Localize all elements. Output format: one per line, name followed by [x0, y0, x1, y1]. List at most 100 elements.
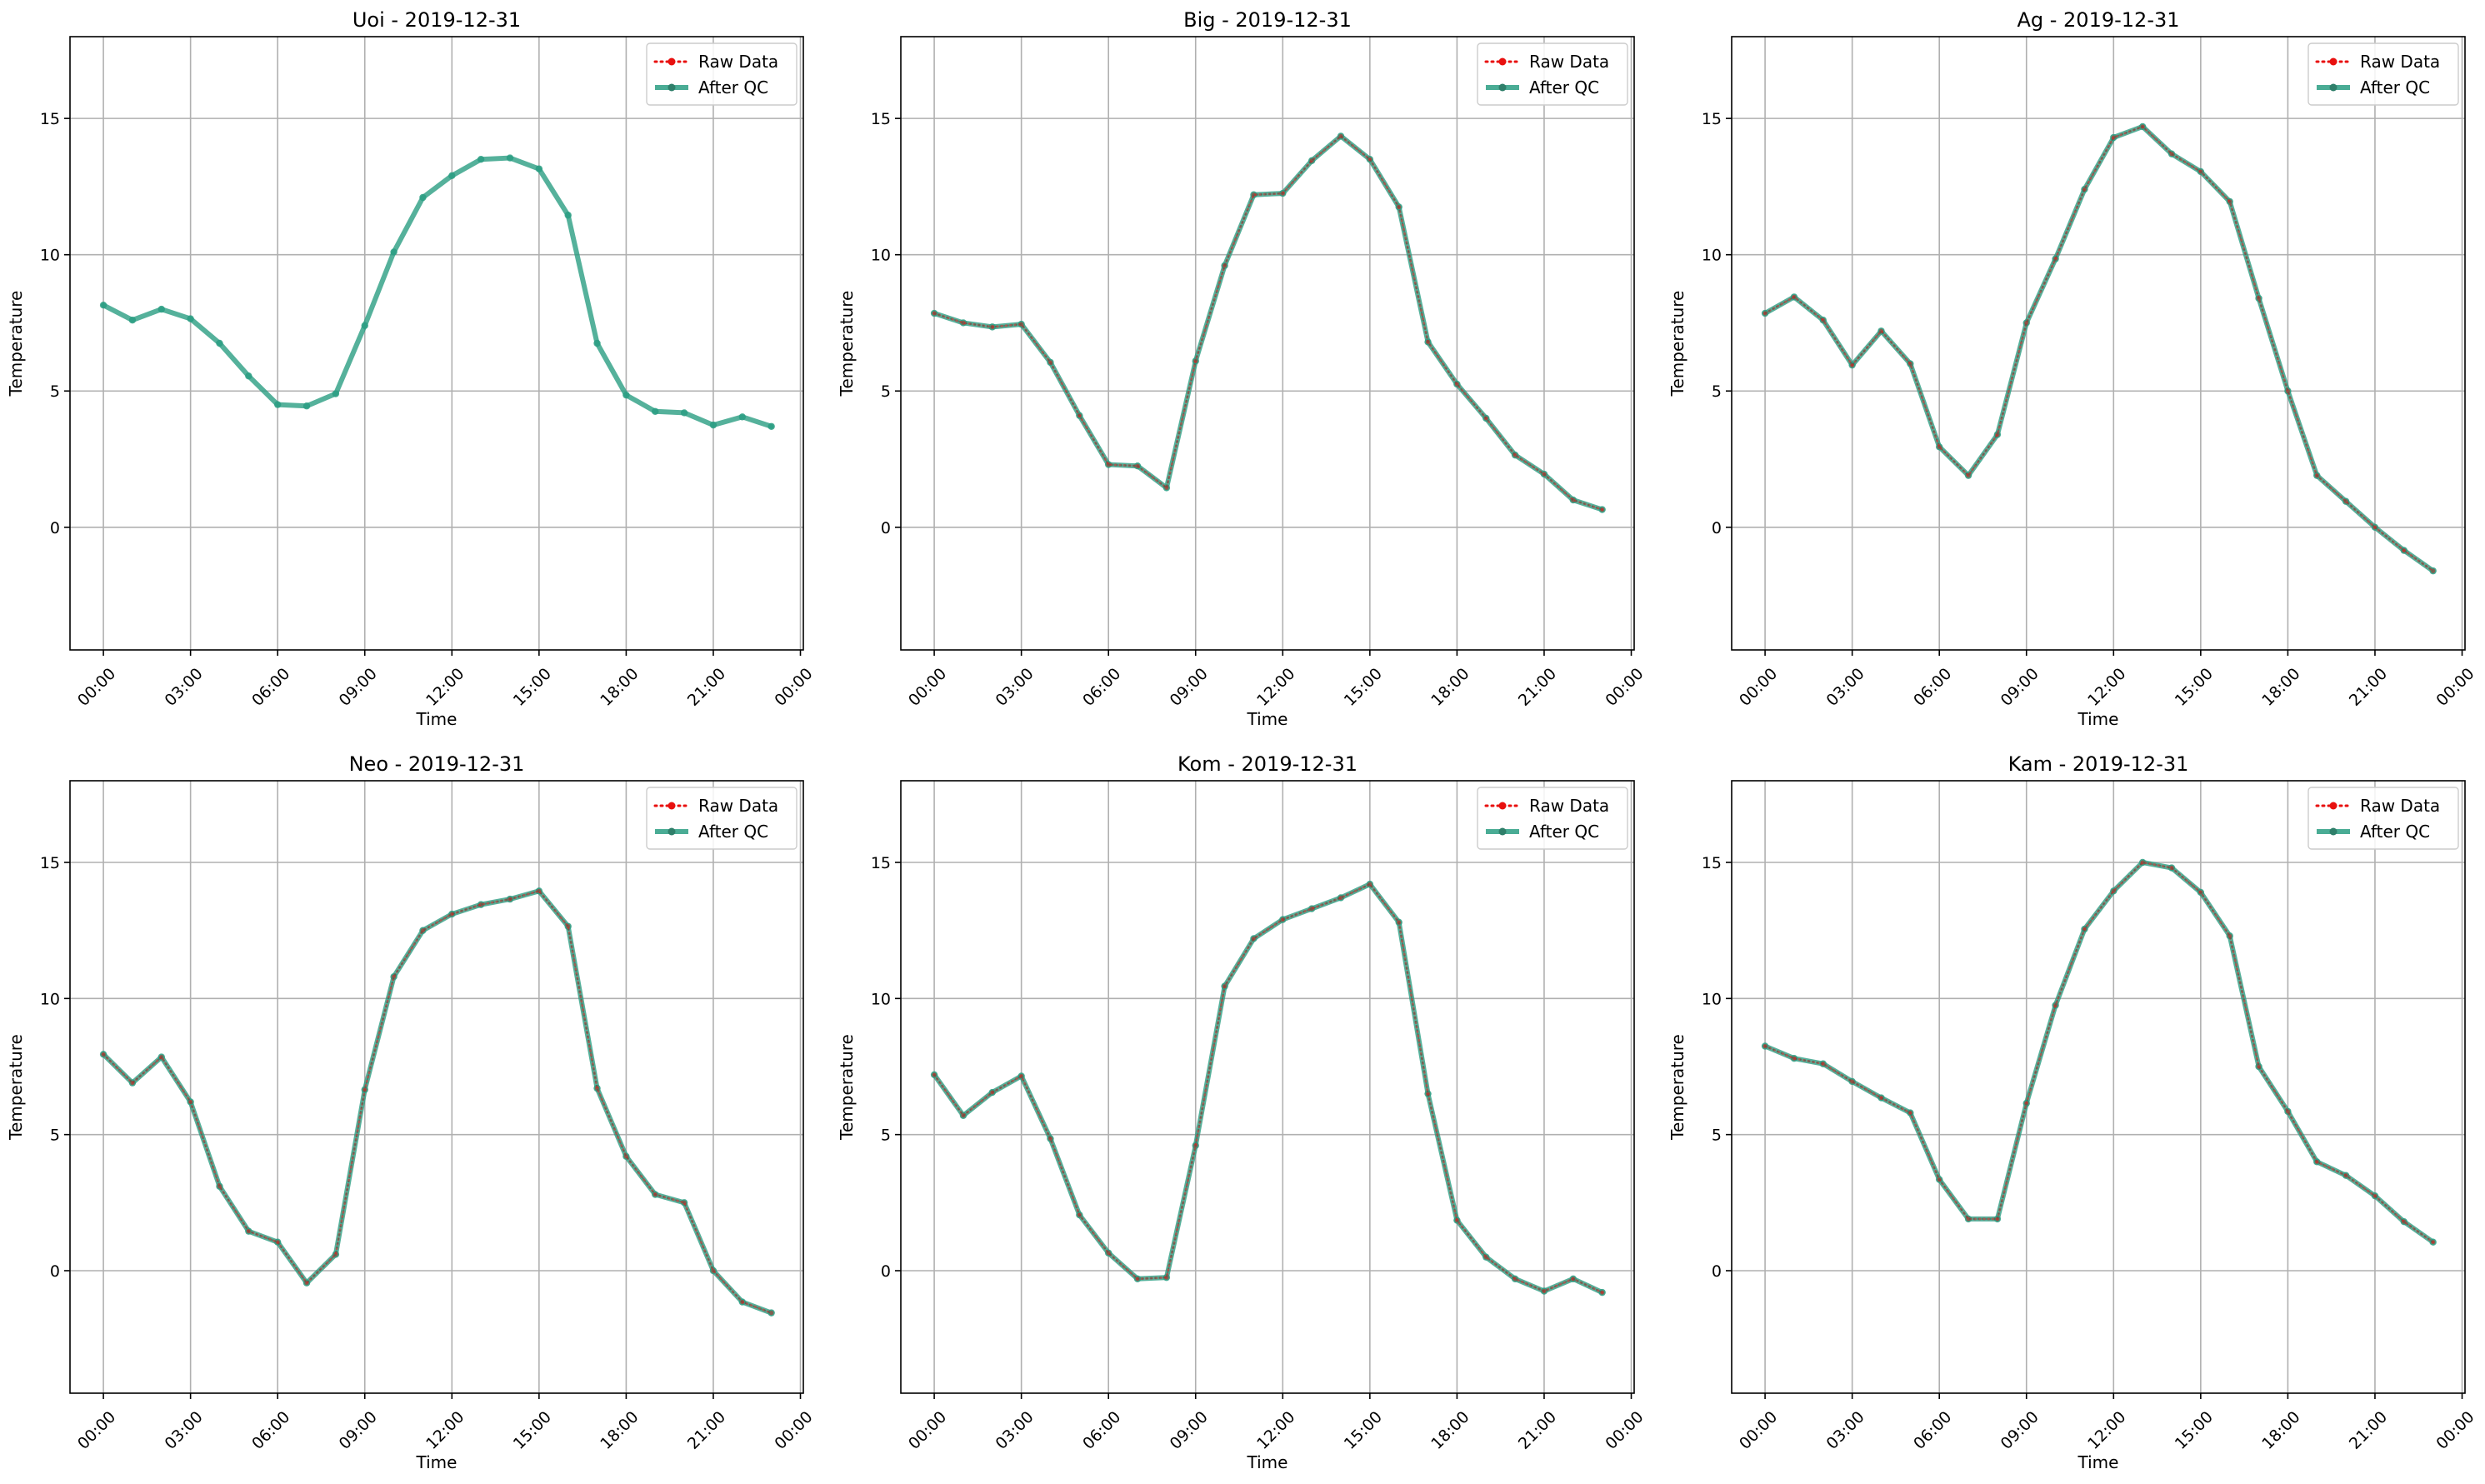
- x-tick-label: 03:00: [161, 1408, 206, 1453]
- legend-after-qc-marker: [668, 827, 676, 836]
- raw-data-points: [932, 133, 1605, 512]
- x-tick-label: 12:00: [422, 1408, 468, 1453]
- x-tick-label: 06:00: [248, 1408, 293, 1453]
- axes-frame: [69, 36, 804, 651]
- x-tick-label: 00:00: [1602, 1408, 1647, 1453]
- y-tick-label: 15: [871, 110, 891, 128]
- after-qc-point: [506, 154, 514, 162]
- after-qc-point: [564, 212, 572, 219]
- series-line-raw-data: [1763, 125, 2435, 572]
- overlap-shading: [933, 882, 1603, 1294]
- x-tick-label: 15:00: [510, 1408, 555, 1453]
- x-tick-label: 00:00: [1602, 665, 1647, 710]
- legend-raw-data-marker: [1498, 57, 1507, 66]
- legend-after-qc-label: After QC: [698, 822, 768, 842]
- legend: Raw Data After QC: [2308, 42, 2459, 106]
- after-qc-points: [99, 887, 775, 1317]
- x-tick-label: 00:00: [74, 1408, 119, 1453]
- x-tick-label: 15:00: [1341, 1408, 1386, 1453]
- x-tick-label: 21:00: [1515, 665, 1560, 710]
- y-tick-label: 0: [1712, 1262, 1722, 1281]
- raw-data-points: [1762, 860, 2436, 1245]
- x-tick-label: 18:00: [2258, 665, 2303, 710]
- x-tick-label: 00:00: [2432, 1408, 2478, 1453]
- series-line-raw-data: [1763, 861, 2435, 1244]
- raw-data-point: [2140, 860, 2145, 865]
- x-tick-label: 09:00: [1167, 665, 1212, 710]
- y-axis-label: Temperature: [837, 291, 857, 397]
- axes-frame: [900, 780, 1635, 1394]
- series-line-after-qc: [932, 882, 1605, 1296]
- legend-raw-data-marker: [668, 802, 676, 810]
- legend-after-qc-label: After QC: [2360, 77, 2430, 97]
- y-tick-label: 10: [1702, 990, 1722, 1008]
- x-tick-label: 00:00: [2432, 665, 2478, 710]
- y-tick-label: 5: [50, 1127, 60, 1145]
- chart-title: Neo - 2019-12-31: [349, 752, 525, 776]
- x-tick-label: 09:00: [1998, 665, 2042, 710]
- after-qc-point: [652, 407, 659, 415]
- chart-title: Big - 2019-12-31: [1183, 8, 1352, 32]
- subplot-6: 00:00 03:00 06:00 09:00 12:00 15:00 18:00 21:00…: [1668, 752, 2478, 1472]
- after-qc-point: [680, 409, 688, 417]
- subplot-2: 00:00 03:00 06:00 09:00 12:00 15:00 18:00 21:00…: [837, 8, 1648, 729]
- chart-title: Uoi - 2019-12-31: [352, 8, 521, 32]
- series-line-after-qc: [101, 155, 774, 429]
- x-tick-label: 15:00: [1341, 665, 1386, 710]
- legend-raw-data-label: Raw Data: [1529, 796, 1609, 816]
- legend-raw-data-label: Raw Data: [698, 52, 778, 72]
- x-tick-label: 18:00: [597, 1408, 642, 1453]
- y-tick-label: 10: [40, 990, 60, 1008]
- x-tick-label: 06:00: [1910, 665, 1955, 710]
- legend: Raw Data After QC: [646, 787, 798, 850]
- after-qc-point: [332, 390, 340, 397]
- chart-title: Kam - 2019-12-31: [2008, 752, 2189, 776]
- series-line-after-qc: [932, 133, 1605, 512]
- after-qc-point: [709, 421, 718, 429]
- x-tick-label: 21:00: [684, 665, 729, 710]
- legend-raw-data-marker: [1498, 802, 1507, 810]
- raw-data-point: [1792, 294, 1797, 299]
- x-tick-label: 06:00: [1079, 1408, 1124, 1453]
- legend: Raw Data After QC: [2308, 787, 2459, 850]
- x-axis-label: Time: [416, 1452, 458, 1472]
- raw-data-point: [1966, 473, 1971, 478]
- legend-after-qc-label: After QC: [698, 77, 768, 97]
- axes-frame: [900, 36, 1635, 651]
- raw-data-point: [1454, 1217, 1460, 1223]
- y-tick-label: 5: [881, 1127, 891, 1145]
- x-tick-label: 12:00: [2084, 665, 2129, 710]
- raw-data-point: [1135, 1277, 1140, 1282]
- y-tick-label: 0: [881, 519, 891, 537]
- raw-data-point: [333, 1252, 338, 1257]
- x-tick-label: 18:00: [597, 665, 642, 710]
- y-tick-label: 0: [50, 1262, 60, 1281]
- x-tick-label: 12:00: [422, 665, 468, 710]
- x-axis-label: Time: [2078, 709, 2119, 729]
- after-qc-points: [99, 154, 775, 430]
- x-tick-label: 15:00: [510, 665, 555, 710]
- x-tick-label: 06:00: [1910, 1408, 1955, 1453]
- x-tick-label: 00:00: [905, 665, 950, 710]
- y-axis-label: Temperature: [6, 1034, 26, 1141]
- subplot-4: 00:00 03:00 06:00 09:00 12:00 15:00 18:00 21:00…: [6, 752, 817, 1472]
- legend-after-qc-marker: [1498, 83, 1507, 92]
- y-tick-label: 5: [50, 382, 60, 401]
- x-tick-label: 00:00: [74, 665, 119, 710]
- raw-data-point: [769, 1311, 774, 1316]
- y-axis-label: Temperature: [837, 1034, 857, 1141]
- x-tick-label: 18:00: [1428, 1408, 1472, 1453]
- after-qc-point: [187, 315, 194, 322]
- after-qc-point: [158, 305, 165, 313]
- x-tick-label: 06:00: [1079, 665, 1124, 710]
- y-tick-label: 0: [50, 519, 60, 537]
- x-tick-label: 15:00: [2172, 665, 2217, 710]
- x-axis-label: Time: [1247, 709, 1288, 729]
- x-tick-label: 00:00: [771, 665, 816, 710]
- legend-raw-data-marker: [2329, 802, 2338, 810]
- chart-title: Kom - 2019-12-31: [1178, 752, 1358, 776]
- after-qc-points: [930, 132, 1606, 513]
- y-tick-label: 15: [871, 854, 891, 872]
- after-qc-point: [216, 339, 223, 347]
